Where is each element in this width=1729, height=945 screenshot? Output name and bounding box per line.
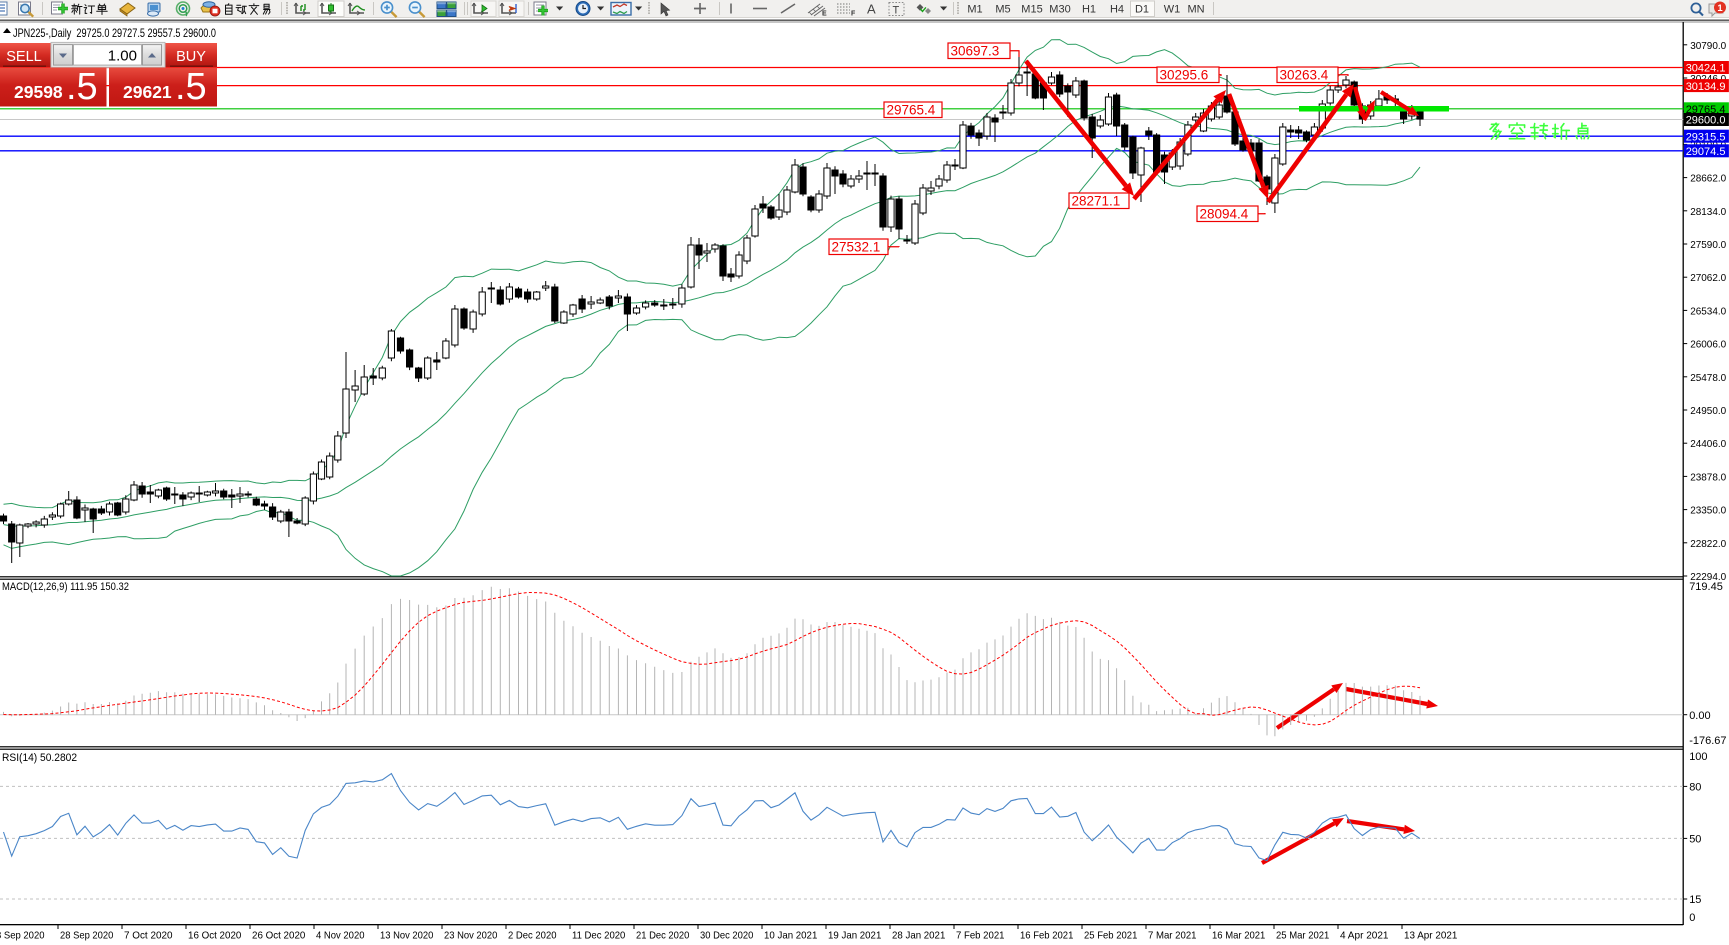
svg-text:26006.0: 26006.0 (1690, 339, 1726, 351)
svg-text:0: 0 (1689, 912, 1695, 924)
svg-text:28094.4: 28094.4 (1200, 207, 1249, 222)
svg-text:E: E (822, 11, 827, 18)
svg-text:7 Oct 2020: 7 Oct 2020 (124, 930, 173, 942)
svg-text:W1: W1 (1164, 4, 1181, 16)
svg-text:H4: H4 (1110, 4, 1124, 16)
svg-text:2 Dec 2020: 2 Dec 2020 (508, 930, 557, 942)
svg-text:100: 100 (1689, 751, 1707, 763)
svg-text:.5: .5 (175, 66, 207, 108)
svg-text:A: A (867, 2, 876, 17)
svg-text:719.45: 719.45 (1689, 581, 1723, 593)
svg-text:30263.4: 30263.4 (1280, 68, 1329, 83)
svg-text:M15: M15 (1021, 4, 1042, 16)
svg-text:29598: 29598 (14, 82, 63, 102)
svg-text:23350.0: 23350.0 (1690, 505, 1726, 517)
svg-text:29074.5: 29074.5 (1686, 146, 1726, 158)
svg-text:22294.0: 22294.0 (1690, 571, 1726, 583)
svg-text:29600.0: 29600.0 (1686, 115, 1726, 127)
svg-text:23878.0: 23878.0 (1690, 471, 1726, 483)
svg-text:7 Feb 2021: 7 Feb 2021 (956, 930, 1005, 942)
svg-text:7 Mar 2021: 7 Mar 2021 (1148, 930, 1197, 942)
svg-text:MACD(12,26,9) 111.95 150.32: MACD(12,26,9) 111.95 150.32 (2, 581, 129, 593)
svg-text:13 Nov 2020: 13 Nov 2020 (380, 930, 433, 942)
svg-text:27590.0: 27590.0 (1690, 239, 1726, 251)
svg-text:.5: .5 (66, 66, 98, 108)
svg-text:29315.5: 29315.5 (1686, 131, 1726, 143)
svg-text:T: T (893, 5, 900, 17)
svg-text:F: F (851, 11, 856, 18)
svg-text:11 Dec 2020: 11 Dec 2020 (572, 930, 625, 942)
svg-text:4 Apr 2021: 4 Apr 2021 (1340, 930, 1389, 942)
svg-text:21 Dec 2020: 21 Dec 2020 (636, 930, 689, 942)
svg-text:16 Mar 2021: 16 Mar 2021 (1212, 930, 1265, 942)
svg-text:-176.67: -176.67 (1689, 735, 1726, 747)
svg-text:10 Jan 2021: 10 Jan 2021 (764, 930, 817, 942)
svg-text:80: 80 (1689, 781, 1701, 793)
svg-text:M30: M30 (1049, 4, 1070, 16)
svg-text:25478.0: 25478.0 (1690, 372, 1726, 384)
svg-text:JPN225-,Daily 29725.0 29727.5: JPN225-,Daily 29725.0 29727.5 29557.5 29… (13, 26, 216, 40)
svg-text:50: 50 (1689, 833, 1701, 845)
svg-text:28662.0: 28662.0 (1690, 173, 1726, 185)
svg-text:1.00: 1.00 (108, 48, 137, 65)
svg-text:M1: M1 (967, 4, 982, 16)
svg-text:BUY: BUY (176, 49, 206, 65)
svg-text:13 Apr 2021: 13 Apr 2021 (1404, 930, 1457, 942)
svg-text:8 Sep 2020: 8 Sep 2020 (0, 930, 45, 942)
svg-text:28 Sep 2020: 28 Sep 2020 (60, 930, 113, 942)
svg-text:28 Jan 2021: 28 Jan 2021 (892, 930, 945, 942)
svg-text:16 Feb 2021: 16 Feb 2021 (1020, 930, 1073, 942)
svg-text:27532.1: 27532.1 (832, 240, 881, 255)
svg-text:25 Feb 2021: 25 Feb 2021 (1084, 930, 1137, 942)
svg-text:23 Nov 2020: 23 Nov 2020 (444, 930, 497, 942)
svg-text:0.00: 0.00 (1689, 710, 1710, 722)
svg-text:30790.0: 30790.0 (1690, 40, 1726, 52)
svg-text:28271.1: 28271.1 (1072, 194, 1121, 209)
svg-text:30134.9: 30134.9 (1686, 81, 1726, 93)
svg-text:25 Mar 2021: 25 Mar 2021 (1276, 930, 1329, 942)
svg-text:D1: D1 (1135, 4, 1149, 16)
svg-text:19 Jan 2021: 19 Jan 2021 (828, 930, 881, 942)
svg-text:26534.0: 26534.0 (1690, 305, 1726, 317)
svg-text:29621: 29621 (123, 82, 172, 102)
svg-text:30697.3: 30697.3 (951, 44, 1000, 59)
svg-text:H1: H1 (1082, 4, 1096, 16)
svg-text:27062.0: 27062.0 (1690, 272, 1726, 284)
svg-text:4 Nov 2020: 4 Nov 2020 (316, 930, 365, 942)
svg-text:RSI(14) 50.2802: RSI(14) 50.2802 (2, 752, 77, 764)
svg-text:24406.0: 24406.0 (1690, 438, 1726, 450)
svg-text:SELL: SELL (6, 49, 41, 65)
svg-text:30 Dec 2020: 30 Dec 2020 (700, 930, 753, 942)
svg-text:24950.0: 24950.0 (1690, 405, 1726, 417)
svg-text:16 Oct 2020: 16 Oct 2020 (188, 930, 241, 942)
svg-text:M5: M5 (995, 4, 1010, 16)
svg-text:30424.1: 30424.1 (1686, 63, 1726, 75)
svg-text:29765.4: 29765.4 (887, 103, 936, 118)
svg-text:28134.0: 28134.0 (1690, 206, 1726, 218)
svg-text:22822.0: 22822.0 (1690, 538, 1726, 550)
svg-text:30295.6: 30295.6 (1160, 68, 1209, 83)
svg-text:15: 15 (1689, 894, 1701, 906)
svg-text:1: 1 (1717, 3, 1723, 14)
svg-text:26 Oct 2020: 26 Oct 2020 (252, 930, 305, 942)
svg-text:MN: MN (1187, 4, 1204, 16)
